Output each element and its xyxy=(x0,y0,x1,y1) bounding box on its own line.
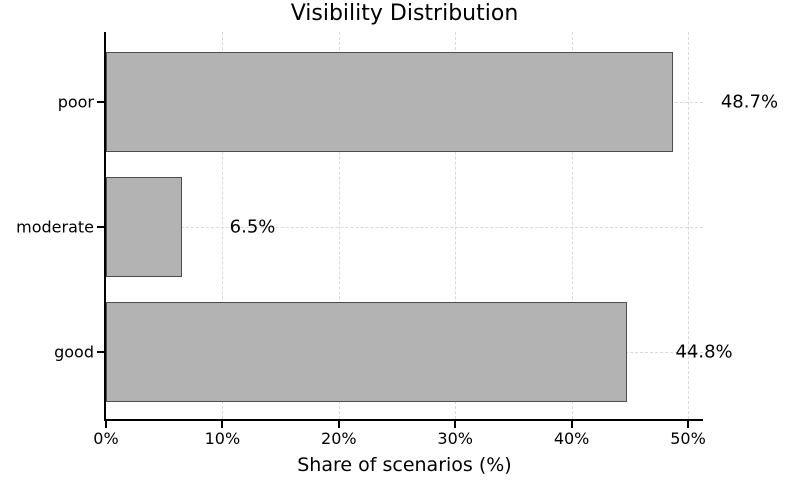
x-tick-label: 30% xyxy=(437,429,473,448)
bar-poor xyxy=(106,52,673,152)
y-axis-tick xyxy=(97,351,104,353)
x-tick-label: 10% xyxy=(204,429,241,448)
bar-moderate xyxy=(106,177,182,277)
plot-area: 48.7% 6.5% 44.8% xyxy=(97,32,778,428)
category-label-poor: poor xyxy=(57,92,94,112)
y-axis-spine xyxy=(104,32,106,421)
category-label-moderate: moderate xyxy=(16,217,94,237)
category-label-good: good xyxy=(54,342,94,362)
vertical-gridline xyxy=(338,32,340,419)
horizontal-gridline xyxy=(106,227,703,228)
bar-value-label: 48.7% xyxy=(720,91,779,113)
x-axis-label: Share of scenarios (%) xyxy=(297,454,512,476)
x-tick-label: 50% xyxy=(670,429,706,448)
bar-good xyxy=(106,302,628,402)
x-axis-tick xyxy=(221,421,224,428)
x-axis-spine xyxy=(104,419,703,421)
vertical-gridline xyxy=(571,32,573,419)
x-axis-tick xyxy=(454,421,457,428)
vertical-gridline xyxy=(222,32,224,419)
bar-value-label: 44.8% xyxy=(675,341,733,363)
x-axis-tick xyxy=(687,421,689,428)
x-tick-label: 20% xyxy=(321,429,357,448)
x-tick-label: 0% xyxy=(93,429,119,448)
vertical-gridline xyxy=(455,32,457,419)
x-axis-tick xyxy=(337,421,340,428)
y-axis-tick xyxy=(97,101,104,103)
x-axis-tick xyxy=(570,421,573,428)
vertical-gridline xyxy=(688,32,689,419)
chart-title: Visibility Distribution xyxy=(290,1,519,26)
y-axis-tick xyxy=(97,226,104,228)
x-tick-label: 40% xyxy=(553,429,590,448)
x-axis-tick xyxy=(105,421,107,428)
bar-value-label: 6.5% xyxy=(229,216,276,238)
